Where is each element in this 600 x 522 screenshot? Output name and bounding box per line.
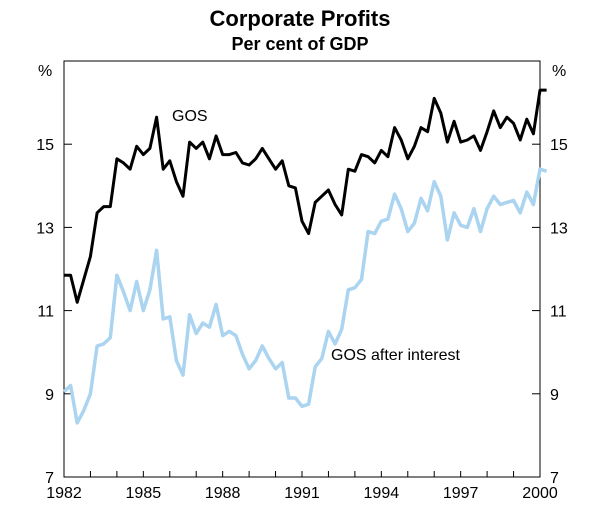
x-axis: 1982 1985 1988 1991 1994 1997 2000 <box>46 485 558 502</box>
y-tick-label-left: 15 <box>36 137 54 154</box>
y-tick-label-left: 9 <box>45 387 54 404</box>
x-tick-label: 1985 <box>126 485 162 502</box>
y-tick-label-left: 11 <box>37 304 54 321</box>
series-label-gos-after-interest: GOS after interest <box>331 347 460 364</box>
x-tick-label: 2000 <box>522 485 558 502</box>
y-tick-label-right: 7 <box>550 470 559 487</box>
series-line-gos <box>64 88 547 304</box>
y-tick-label-right: 11 <box>550 304 567 321</box>
y-axis-right: 7 9 11 13 15 <box>550 137 568 487</box>
y-unit-left: % <box>38 63 52 80</box>
y-tick-label-right: 13 <box>550 220 568 237</box>
y-tick-label-right: 15 <box>550 137 568 154</box>
y-tick-label-right: 9 <box>550 387 559 404</box>
y-unit-right: % <box>552 63 566 80</box>
y-tick-label-left: 13 <box>36 220 54 237</box>
x-tick-label: 1997 <box>443 485 479 502</box>
x-tick-label: 1988 <box>205 485 241 502</box>
x-tick-label: 1982 <box>46 485 82 502</box>
x-tick-label: 1991 <box>284 485 320 502</box>
plot-frame <box>63 60 541 478</box>
series-line-gos-after-interest <box>62 167 548 425</box>
chart-subtitle: Per cent of GDP <box>231 34 369 54</box>
y-axis-left: 7 9 11 13 15 <box>36 137 54 487</box>
y-tick-label-left: 7 <box>45 470 54 487</box>
x-tick-label: 1994 <box>364 485 400 502</box>
series-label-gos: GOS <box>172 108 208 125</box>
chart-title: Corporate Profits <box>209 6 391 31</box>
tick-marks <box>63 143 541 478</box>
